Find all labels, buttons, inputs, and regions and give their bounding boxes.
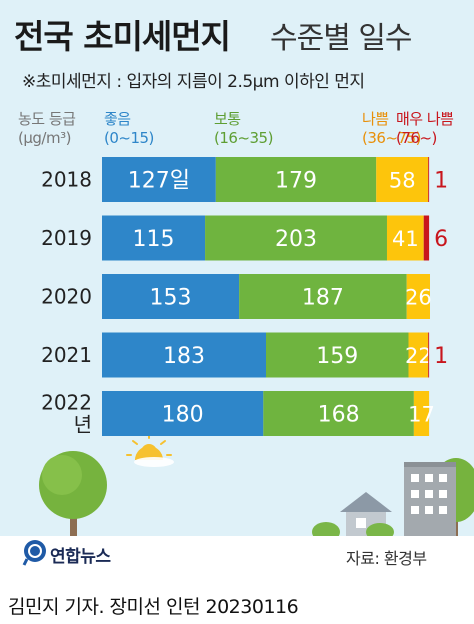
chart-title: 전국 초미세먼지: [14, 17, 231, 56]
credit-line: 김민지 기자. 장미선 인턴 20230116: [8, 596, 299, 618]
chart-bars: 2018 127일 179 58 1 2019 115 203 41 6 2020 153 187 26 2…: [41, 157, 448, 437]
legend-normal-label: 보통: [214, 110, 241, 128]
bar-value-label-normal: 168: [318, 403, 360, 428]
bar-value-label-good: 127일: [128, 169, 190, 194]
legend-good-label: 좋음: [104, 110, 131, 128]
bar-value-label-normal: 159: [316, 344, 358, 369]
legend-header-label: 농도 등급: [18, 110, 76, 128]
bar-value-label-bad: 26: [405, 286, 432, 310]
bar-value-label-good: 180: [162, 403, 204, 428]
year-label: 2021: [41, 343, 92, 367]
source-note: 자료: 환경부: [346, 549, 427, 568]
bar-value-label-very-bad: 1: [434, 169, 448, 194]
year-label: 2022 년: [41, 391, 92, 437]
tree-left-icon: [39, 451, 107, 538]
bar-value-label-bad: 58: [389, 169, 416, 193]
bar-segment-good: [102, 274, 240, 319]
bar-segment-bad: [413, 391, 430, 436]
infographic-card: 전국 초미세먼지 수준별 일수 ※초미세먼지 : 입자의 지름이 2.5μm 이…: [0, 0, 474, 580]
bar-segment-normal: [215, 157, 377, 202]
bar-value-label-very-bad: 6: [434, 227, 448, 252]
bar-segment-very-bad: [428, 157, 430, 202]
year-label: 2018: [41, 168, 92, 192]
bar-segment-bad: [376, 157, 429, 202]
legend-good-range: (0~15): [104, 129, 154, 147]
bar-segment-good: [102, 332, 266, 378]
logo-text: 연합뉴스: [50, 547, 111, 567]
bar-value-label-bad: 17: [408, 403, 435, 427]
legend-very-bad-range: (76~): [396, 129, 437, 147]
legend-item-very-bad: 매우 나쁨 (76~): [396, 110, 454, 148]
bar-segment-normal: [263, 391, 414, 436]
year-label: 2019: [41, 226, 92, 250]
bar-segment-normal: [239, 274, 407, 319]
bar-segment-good: [102, 215, 206, 261]
bar-segment-very-bad: [428, 332, 430, 378]
year-label: 2020: [41, 285, 92, 309]
legend-header: 농도 등급 (μg/m³): [18, 110, 76, 148]
bar-segment-very-bad: [423, 215, 430, 261]
sun-icon: [126, 433, 174, 467]
bar-value-label-normal: 203: [275, 227, 317, 252]
bar-segment-bad: [408, 332, 429, 378]
bar-value-label-good: 153: [150, 286, 192, 311]
bar-segment-bad: [386, 215, 424, 261]
legend-item-normal: 보통 (16~35): [214, 110, 273, 148]
chart-canvas: 2018 127일 179 58 1 2019 115 203 41 6 2020 153 187 26 2…: [0, 157, 474, 580]
bar-value-label-very-bad: 1: [434, 344, 448, 369]
legend-normal-range: (16~35): [214, 129, 273, 147]
legend-item-bad: 나쁨 (36~75): [362, 110, 421, 148]
legend-header-unit: (μg/m³): [18, 129, 71, 147]
bar-segment-normal: [266, 332, 409, 378]
bar-value-label-normal: 187: [302, 286, 344, 311]
legend-bad-label: 나쁨: [362, 110, 389, 128]
bar-segment-good: [102, 157, 216, 202]
house-icon: [340, 492, 392, 538]
bar-segment-bad: [406, 274, 430, 319]
bar-value-label-good: 183: [163, 344, 205, 369]
bar-segment-good: [102, 391, 264, 436]
legend-item-good: 좋음 (0~15): [104, 110, 154, 148]
bar-value-label-good: 115: [133, 227, 175, 252]
bar-value-label-normal: 179: [275, 169, 317, 194]
bar-value-label-bad: 41: [392, 227, 419, 251]
building-icon: [404, 462, 456, 538]
background-scenery: [0, 433, 474, 580]
logo-icon: [22, 540, 46, 566]
bar-segment-normal: [205, 215, 387, 261]
ground-strip: [0, 536, 474, 580]
legend-very-bad-label: 매우 나쁨: [396, 110, 454, 128]
bar-value-label-bad: 22: [405, 344, 432, 368]
legend-bad-range: (36~75): [362, 129, 421, 147]
chart-title-sub: 수준별 일수: [270, 21, 413, 56]
chart-subtitle: ※초미세먼지 : 입자의 지름이 2.5μm 이하인 먼지: [22, 72, 365, 92]
